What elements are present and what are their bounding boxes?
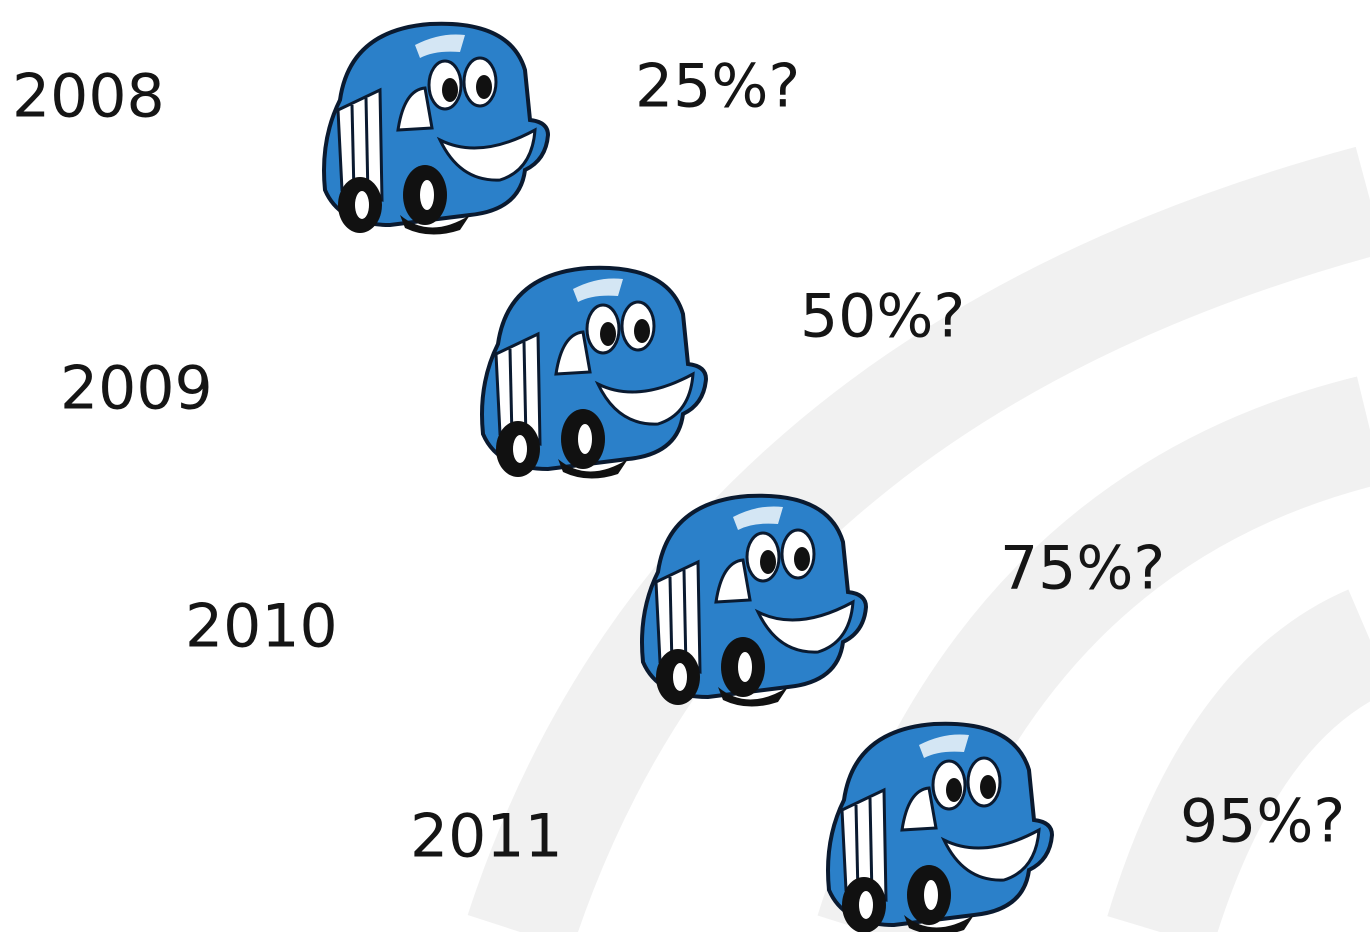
bus-icon: [640, 493, 868, 709]
percent-label: 50%?: [800, 282, 965, 352]
year: 2009: [60, 354, 213, 424]
percent-label: 25%?: [635, 52, 800, 122]
percent-label: 95%?: [1180, 787, 1345, 857]
year: 2010: [185, 592, 338, 662]
bus-icon: [480, 265, 708, 481]
percent-label: 75%?: [1000, 534, 1165, 604]
year: 2008: [12, 62, 165, 132]
bus-icon: [322, 21, 550, 237]
year: 2011: [410, 802, 563, 872]
rows: 2008 25%? 2009 50%? 2010 75%? 2011 95%?: [12, 21, 1345, 932]
bus-icon: [826, 721, 1054, 932]
